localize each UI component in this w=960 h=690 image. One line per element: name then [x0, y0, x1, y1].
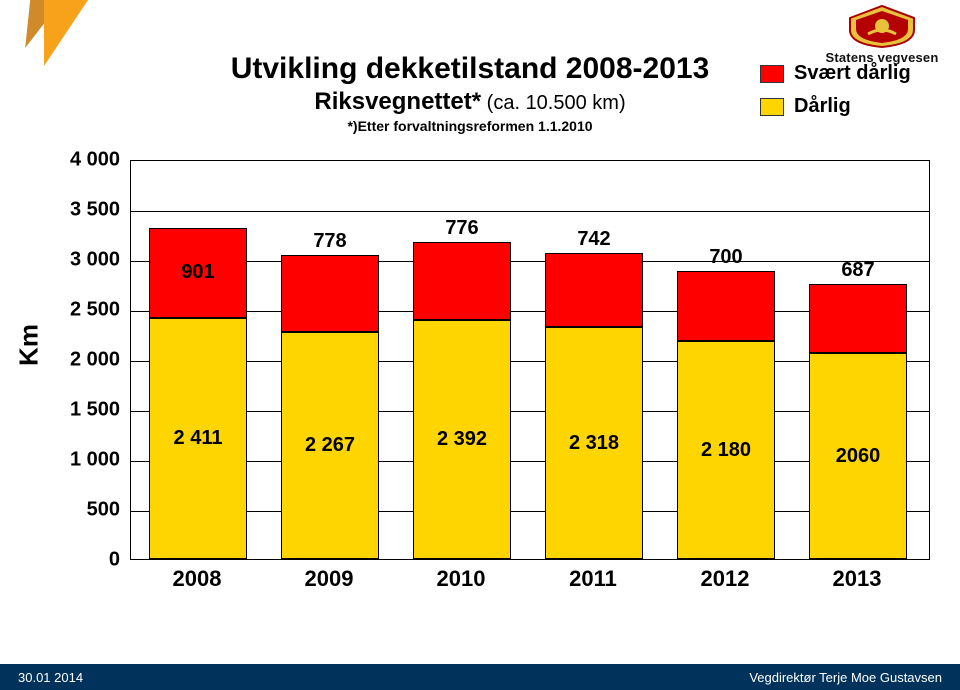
y-tick-label: 2 000	[50, 349, 120, 372]
bar-value-top: 776	[413, 217, 511, 240]
bar-segment-top: 901	[149, 228, 247, 318]
title-block: Utvikling dekketilstand 2008-2013 Riksve…	[200, 52, 740, 134]
y-tick-label: 2 500	[50, 299, 120, 322]
corner-front-triangle	[44, 0, 88, 66]
footer-author: Vegdirektør Terje Moe Gustavsen	[749, 670, 942, 685]
bar-segment-top	[809, 284, 907, 353]
legend-swatch-1	[760, 98, 784, 116]
subtitle-suffix: (ca. 10.500 km)	[481, 92, 626, 114]
x-tick-label: 2012	[676, 566, 774, 592]
bar-value-top: 700	[677, 246, 775, 269]
gridline	[131, 211, 929, 212]
y-tick-label: 3 500	[50, 199, 120, 222]
bar-segment-top	[545, 253, 643, 327]
x-tick-label: 2011	[544, 566, 642, 592]
footer-date: 30.01 2014	[18, 670, 83, 685]
x-tick-label: 2013	[808, 566, 906, 592]
y-axis-label: Km	[13, 324, 44, 366]
legend-item: Dårlig	[760, 95, 911, 118]
legend-swatch-0	[760, 65, 784, 83]
bar-value-bottom: 2 267	[281, 332, 379, 559]
bar-column: 7002 180	[677, 271, 775, 559]
footer: 30.01 2014 Vegdirektør Terje Moe Gustavs…	[0, 664, 960, 690]
y-tick-label: 1 000	[50, 449, 120, 472]
legend-label-0: Svært dårlig	[794, 62, 911, 85]
chart-subtitle: Riksvegnettet* (ca. 10.500 km)	[200, 88, 740, 116]
y-tick-label: 3 000	[50, 249, 120, 272]
bar-column: 7782 267	[281, 255, 379, 559]
bar-value-bottom: 2 392	[413, 320, 511, 559]
bar-value-top: 778	[281, 230, 379, 253]
x-tick-label: 2008	[148, 566, 246, 592]
x-tick-label: 2010	[412, 566, 510, 592]
bar-column: 7762 392	[413, 242, 511, 559]
y-tick-label: 500	[50, 499, 120, 522]
bar-value-top: 687	[809, 259, 907, 282]
slide: Statens vegvesen Utvikling dekketilstand…	[0, 0, 960, 690]
y-tick-label: 0	[50, 549, 120, 572]
x-axis-labels: 2008 2009 2010 2011 2012 2013	[130, 566, 930, 596]
bar-column: 9012 411	[149, 228, 247, 559]
subtitle-prefix: Riksvegnettet	[314, 88, 471, 115]
bar-column: 6872060	[809, 284, 907, 559]
plot-area: 9012 4117782 2677762 3927422 3187002 180…	[130, 160, 930, 560]
bar-segment-top	[413, 242, 511, 320]
y-tick-label: 4 000	[50, 149, 120, 172]
legend-label-1: Dårlig	[794, 95, 851, 118]
chart-footnote: *)Etter forvaltningsreformen 1.1.2010	[200, 118, 740, 134]
subtitle-asterisk: *	[472, 88, 481, 115]
bar-value-bottom: 2 318	[545, 327, 643, 559]
bar-column: 7422 318	[545, 253, 643, 559]
legend: Svært dårlig Dårlig	[760, 62, 911, 128]
corner-marker	[44, 0, 92, 60]
bar-value-bottom: 2060	[809, 353, 907, 559]
bar-value-bottom: 2 411	[149, 318, 247, 559]
y-tick-label: 1 500	[50, 399, 120, 422]
bar-value-bottom: 2 180	[677, 341, 775, 559]
vegvesen-shield-icon	[846, 4, 918, 48]
logo: Statens vegvesen	[822, 4, 942, 65]
chart: 9012 4117782 2677762 3927422 3187002 180…	[130, 160, 930, 600]
chart-title: Utvikling dekketilstand 2008-2013	[200, 52, 740, 86]
x-tick-label: 2009	[280, 566, 378, 592]
bar-value-top: 742	[545, 228, 643, 251]
bar-segment-top	[677, 271, 775, 341]
legend-item: Svært dårlig	[760, 62, 911, 85]
bar-segment-top	[281, 255, 379, 333]
